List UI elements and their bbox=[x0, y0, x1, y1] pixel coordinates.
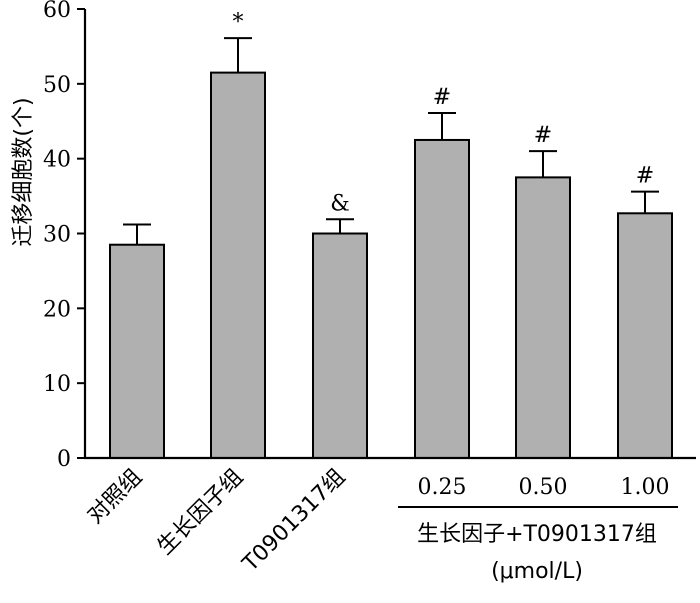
bars: * & # # # bbox=[84, 10, 696, 460]
y-tick-label: 50 bbox=[43, 73, 71, 98]
significance-marker: # bbox=[433, 85, 451, 110]
y-axis-label: 迁移细胞数(个) bbox=[11, 97, 36, 246]
y-tick-label: 40 bbox=[43, 148, 71, 173]
x-tick-label: 1.00 bbox=[621, 475, 670, 500]
significance-marker: # bbox=[636, 164, 654, 189]
bar bbox=[617, 212, 673, 459]
y-tick-label: 20 bbox=[43, 297, 71, 322]
bar bbox=[210, 71, 266, 459]
y-axis: 0 10 20 30 40 50 60 bbox=[43, 0, 87, 472]
bar bbox=[515, 176, 571, 459]
x-category-label: 对照组 bbox=[83, 465, 147, 529]
x-category-label: 生长因子组 bbox=[153, 465, 248, 560]
group-label: 生长因子+T0901317组 bbox=[417, 522, 657, 547]
y-tick-label: 0 bbox=[57, 447, 71, 472]
bar bbox=[109, 243, 165, 459]
y-tick-label: 10 bbox=[43, 372, 71, 397]
x-category-label: T0901317组 bbox=[238, 465, 351, 578]
group-unit-label: (μmol/L) bbox=[491, 559, 583, 584]
y-tick-label: 30 bbox=[43, 223, 71, 248]
significance-marker: # bbox=[534, 123, 552, 148]
bar bbox=[312, 232, 368, 459]
significance-marker: * bbox=[233, 10, 244, 35]
x-tick-label: 0.50 bbox=[519, 475, 568, 500]
x-tick-label: 0.25 bbox=[418, 475, 467, 500]
bar bbox=[414, 138, 470, 459]
y-tick-label: 60 bbox=[43, 0, 71, 23]
significance-marker: & bbox=[330, 191, 350, 216]
